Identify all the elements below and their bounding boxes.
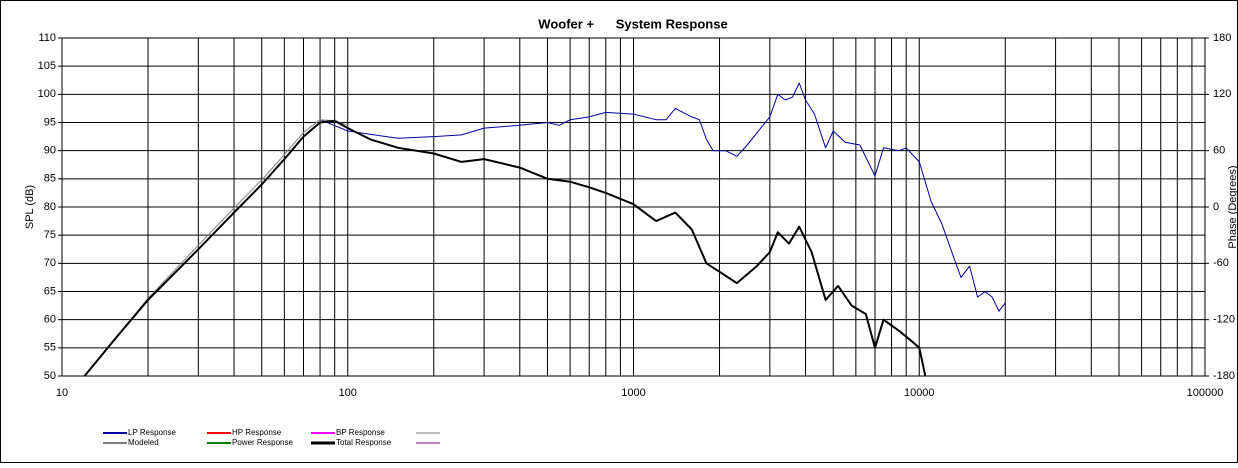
chart-title: Woofer + System Response bbox=[538, 16, 727, 31]
legend-label: LP Response bbox=[128, 428, 176, 437]
series-line bbox=[84, 119, 348, 377]
y2-tick-label: -180 bbox=[1213, 370, 1235, 382]
legend-label: Power Response bbox=[232, 438, 293, 447]
legend-label: Modeled bbox=[128, 438, 159, 447]
y2-tick-label: 180 bbox=[1213, 32, 1231, 44]
y-tick-label: 55 bbox=[44, 342, 56, 354]
y2-tick-label: 60 bbox=[1213, 145, 1225, 157]
y-tick-label: 90 bbox=[44, 145, 56, 157]
legend-label: HP Response bbox=[232, 428, 282, 437]
y-tick-label: 65 bbox=[44, 285, 56, 297]
y-tick-label: 85 bbox=[44, 173, 56, 185]
x-tick-label: 10000 bbox=[904, 387, 935, 399]
y-tick-label: 80 bbox=[44, 201, 56, 213]
y-tick-label: 105 bbox=[38, 60, 56, 72]
y-tick-label: 75 bbox=[44, 229, 56, 241]
x-tick-label: 100000 bbox=[1187, 387, 1224, 399]
series-line bbox=[83, 119, 927, 377]
series-line bbox=[319, 82, 1006, 312]
y-tick-label: 50 bbox=[44, 370, 56, 382]
legend-label: Total Response bbox=[336, 438, 392, 447]
y-tick-label: 95 bbox=[44, 116, 56, 128]
x-tick-label: 1000 bbox=[621, 387, 645, 399]
y-axis-label: SPL (dB) bbox=[24, 185, 36, 229]
y-tick-label: 60 bbox=[44, 314, 56, 326]
y2-tick-label: -60 bbox=[1213, 257, 1229, 269]
y2-tick-label: -120 bbox=[1213, 314, 1235, 326]
y-tick-label: 110 bbox=[38, 32, 56, 44]
y2-axis-label: Phase (Degrees) bbox=[1227, 165, 1238, 248]
x-tick-label: 10 bbox=[56, 387, 68, 399]
y2-tick-label: 0 bbox=[1213, 201, 1219, 213]
legend-label: BP Response bbox=[336, 428, 385, 437]
plot-frame bbox=[61, 37, 1206, 377]
y2-tick-label: 120 bbox=[1213, 88, 1231, 100]
y-tick-label: 70 bbox=[44, 257, 56, 269]
x-tick-label: 100 bbox=[339, 387, 357, 399]
y-tick-label: 100 bbox=[38, 88, 56, 100]
